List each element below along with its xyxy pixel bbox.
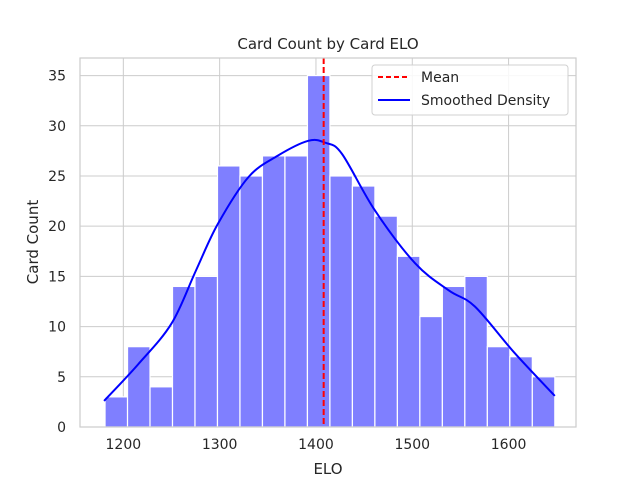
y-axis-label: Card Count [24, 200, 42, 285]
histogram-bar [239, 175, 264, 428]
histogram-bar [284, 155, 309, 428]
histogram-bar [464, 275, 488, 428]
y-tick-label: 35 [48, 69, 66, 85]
histogram-bar [149, 386, 174, 428]
y-tick-label: 5 [57, 370, 66, 386]
plot-frame [79, 57, 577, 428]
y-tick-label: 20 [48, 219, 66, 235]
x-tick-label: 1300 [202, 437, 238, 453]
legend: Mean Smoothed Density [371, 64, 569, 116]
y-tick-label: 30 [48, 119, 66, 135]
histogram-bar [261, 155, 286, 428]
legend-box [371, 64, 569, 116]
density-curve [103, 138, 556, 402]
y-tick-label: 15 [48, 269, 66, 285]
y-tick-label: 0 [57, 420, 66, 436]
x-tick-label: 1600 [491, 437, 527, 453]
histogram-bar [486, 346, 511, 428]
x-tick-label: 1400 [298, 437, 334, 453]
histogram-bar [104, 396, 129, 428]
histogram-bar [419, 315, 443, 428]
histogram-bar [126, 346, 151, 428]
y-tick-label: 10 [48, 320, 66, 336]
y-tick-label: 25 [48, 169, 66, 185]
histogram-bar [351, 185, 376, 428]
histogram-bar [329, 175, 354, 428]
histogram-bar [306, 74, 331, 428]
histogram-bar [374, 215, 398, 428]
x-axis-label: ELO [313, 460, 342, 478]
legend-mean-label: Mean [421, 70, 459, 86]
legend-density-label: Smoothed Density [421, 93, 550, 109]
x-tick-label: 1200 [106, 437, 142, 453]
histogram-bar [171, 285, 196, 428]
histogram-bar [441, 285, 466, 428]
x-tick-label: 1500 [394, 437, 430, 453]
chart-title: Card Count by Card ELO [237, 35, 418, 53]
histogram-bar [396, 255, 421, 428]
histogram-bar [194, 275, 219, 428]
